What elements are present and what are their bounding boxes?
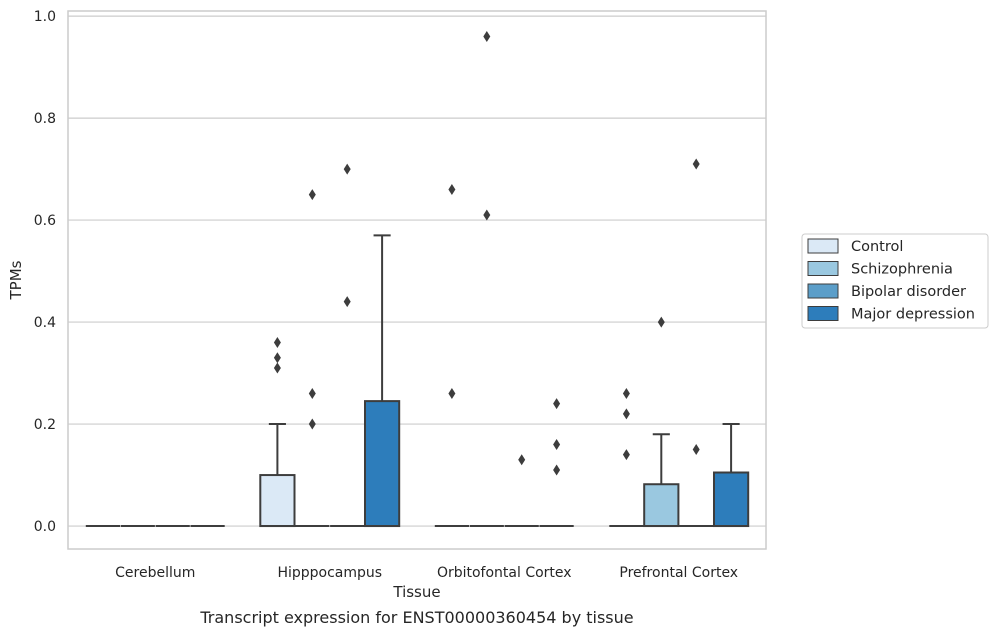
outlier-point bbox=[273, 352, 281, 364]
outlier-point bbox=[622, 449, 630, 461]
outlier-point bbox=[483, 209, 491, 221]
y-tick-labels: 0.0 0.2 0.4 0.6 0.8 1.0 bbox=[34, 9, 56, 535]
y-tick-label: 1.0 bbox=[34, 9, 56, 25]
outlier-point bbox=[483, 30, 491, 42]
x-tick-label: Hipppocampus bbox=[277, 565, 382, 581]
legend-swatch bbox=[807, 306, 839, 321]
y-tick-label: 0.8 bbox=[34, 111, 56, 127]
y-tick-label: 0.2 bbox=[34, 417, 56, 433]
outlier-point bbox=[553, 398, 561, 410]
legend-items: Control Schizophrenia Bipolar disorder Majo… bbox=[807, 238, 975, 323]
chart-caption: Transcript expression for ENST0000036045… bbox=[199, 608, 633, 627]
legend-label: Bipolar disorder bbox=[851, 284, 966, 300]
x-tick-label: Orbitofontal Cortex bbox=[437, 565, 572, 581]
outlier-point bbox=[308, 418, 316, 430]
x-tick-labels: Cerebellum Hipppocampus Orbitofontal Corte… bbox=[115, 565, 738, 581]
outlier-point bbox=[273, 362, 281, 374]
legend-swatch bbox=[807, 261, 839, 276]
box-3-1 bbox=[363, 234, 401, 528]
x-axis-title: Tissue bbox=[392, 583, 440, 601]
legend-frame bbox=[801, 233, 989, 329]
outlier-point bbox=[308, 387, 316, 399]
legend-label: Major depression bbox=[851, 307, 975, 323]
box-3-3 bbox=[712, 423, 750, 528]
legend-label: Control bbox=[851, 239, 903, 255]
legend-label: Schizophrenia bbox=[851, 262, 953, 278]
legend-swatch bbox=[807, 283, 839, 299]
outlier-point bbox=[622, 408, 630, 420]
y-tick-label: 0.6 bbox=[34, 213, 56, 229]
outlier-point bbox=[657, 316, 665, 328]
legend-swatch bbox=[807, 238, 839, 254]
plot-area-frame bbox=[67, 10, 767, 550]
y-axis-title: TPMs bbox=[7, 260, 25, 300]
outlier-point bbox=[273, 336, 281, 348]
outlier-point bbox=[448, 183, 456, 195]
legend: Control Schizophrenia Bipolar disorder Majo… bbox=[801, 233, 989, 329]
outlier-point bbox=[553, 438, 561, 450]
box-1-3 bbox=[643, 433, 680, 528]
box-rect bbox=[259, 474, 296, 528]
outlier-point bbox=[448, 387, 456, 399]
outlier-point bbox=[343, 163, 351, 175]
x-tick-label: Prefrontal Cortex bbox=[619, 565, 738, 581]
box-rect bbox=[712, 471, 750, 528]
outlier-point bbox=[622, 387, 630, 399]
box-rect bbox=[643, 483, 680, 528]
boxes bbox=[85, 234, 750, 528]
outliers bbox=[273, 30, 700, 476]
box-0-1 bbox=[259, 423, 296, 528]
x-tick-label: Cerebellum bbox=[115, 565, 195, 581]
outlier-point bbox=[692, 444, 700, 456]
outlier-point bbox=[553, 464, 561, 476]
y-tick-label: 0.0 bbox=[34, 519, 56, 535]
outlier-point bbox=[692, 158, 700, 170]
outlier-point bbox=[518, 454, 526, 466]
y-tick-label: 0.4 bbox=[34, 315, 56, 331]
box-rect bbox=[363, 400, 401, 528]
outlier-point bbox=[308, 189, 316, 201]
outlier-point bbox=[343, 296, 351, 308]
